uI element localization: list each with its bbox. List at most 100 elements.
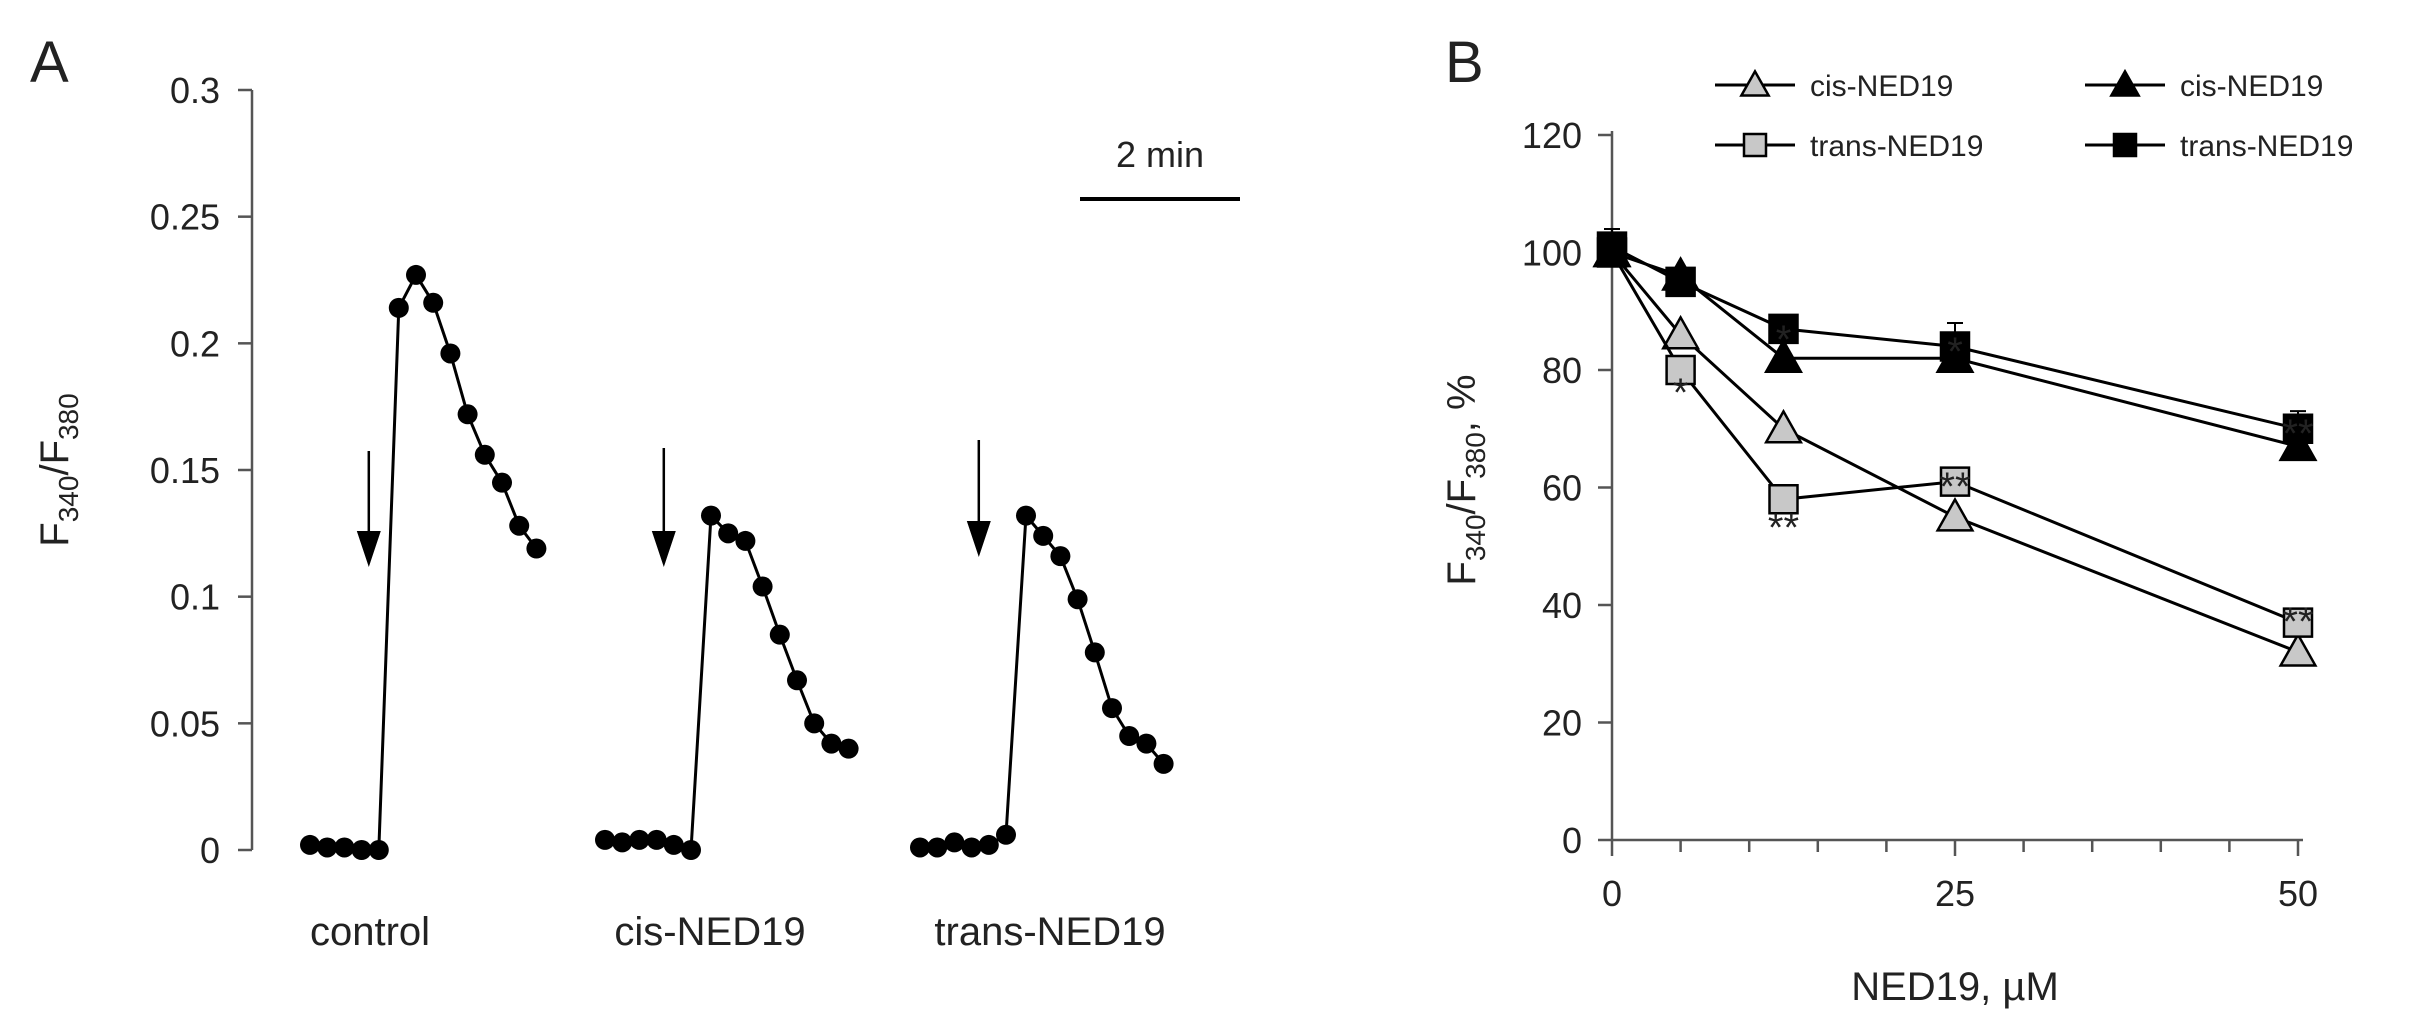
marker-triangle — [1935, 496, 1975, 532]
marker-triangle — [1739, 68, 1771, 97]
data-point — [629, 829, 650, 850]
panel-b-label: B — [1445, 30, 1484, 95]
panel-a-series — [300, 264, 1174, 860]
marker-square — [1939, 331, 1971, 362]
series-cis-NED19-open — [1592, 232, 2318, 667]
data-point — [595, 829, 615, 850]
x-tick-label: 50 — [2278, 873, 2318, 914]
data-point — [910, 837, 930, 858]
data-point — [1016, 505, 1036, 526]
series-trans-NED19-filled — [1596, 228, 2314, 444]
trace-line — [604, 512, 850, 852]
significance-mark: * — [1673, 371, 1689, 415]
legend-entry-cis-NED19-open: cis-NED19 — [1715, 68, 1953, 103]
y-tick-label: 120 — [1522, 115, 1582, 156]
data-point — [961, 837, 982, 858]
data-point — [1102, 698, 1122, 719]
x-tick-label: 25 — [1935, 873, 1975, 914]
panel-a-label: A — [30, 30, 69, 95]
y-tick-label: 100 — [1522, 233, 1582, 274]
y-tick-label: 0.25 — [150, 197, 220, 238]
marker-triangle — [1661, 314, 1701, 350]
marker-square — [2282, 413, 2314, 444]
significance-mark: ** — [2282, 600, 2313, 644]
series-trans-NED19 — [910, 505, 1174, 858]
y-tick-label: 0.15 — [150, 450, 220, 491]
marker-square — [1939, 466, 1971, 497]
series-line — [1610, 251, 2299, 625]
data-point — [334, 837, 355, 858]
y-tick-label: 0 — [200, 830, 220, 871]
y-tick-label: 20 — [1542, 703, 1582, 744]
legend-entry-trans-NED19-open: trans-NED19 — [1715, 130, 1983, 163]
data-point — [612, 832, 633, 853]
legend-label: cis-NED19 — [2180, 70, 2323, 103]
data-point — [804, 713, 825, 734]
y-tick-label: 0.05 — [150, 703, 220, 744]
data-point — [474, 444, 495, 465]
data-point — [701, 505, 721, 526]
panel-a-y-axis-label: F340/F380 — [33, 393, 84, 546]
panel-a-y-tick-labels: 0 0.05 0.1 0.15 0.2 0.25 0.3 — [150, 70, 220, 871]
significance-mark: ** — [1768, 506, 1799, 550]
significance-mark: ** — [2282, 412, 2313, 456]
x-tick-label: 0 — [1602, 873, 1622, 914]
scale-bar-label: 2 min — [1116, 134, 1204, 175]
marker-square — [1596, 231, 1628, 262]
marker-triangle — [2109, 68, 2141, 97]
y-tick-label: 0.1 — [170, 577, 220, 618]
panel-b-x-axis-label: NED19, µM — [1851, 965, 2059, 1009]
series-control — [300, 264, 547, 860]
series-cis-NED19 — [595, 505, 859, 860]
data-point — [492, 472, 512, 493]
legend-label: trans-NED19 — [2180, 130, 2353, 163]
data-point — [821, 733, 842, 754]
data-point — [944, 832, 965, 853]
data-point — [368, 840, 389, 860]
data-point — [752, 576, 773, 597]
marker-triangle — [2278, 632, 2318, 667]
y-tick-label: 80 — [1542, 350, 1582, 391]
panel-b: 0 20 40 60 80 100 120 0 25 50 F340/F380, % NED19… — [1440, 68, 2353, 1009]
category-label-control: control — [310, 910, 430, 954]
marker-square — [1768, 484, 1799, 515]
panel-b-y-tick-labels: 0 20 40 60 80 100 120 — [1522, 115, 1582, 861]
marker-square — [2112, 132, 2138, 158]
legend-entry-cis-NED19-filled: cis-NED19 — [2085, 68, 2323, 103]
data-point — [996, 824, 1016, 845]
data-point — [351, 840, 372, 860]
data-point — [1050, 546, 1071, 567]
data-point — [927, 837, 948, 858]
marker-square — [1768, 313, 1799, 345]
stimulus-arrowhead — [966, 521, 991, 557]
marker-triangle — [1764, 408, 1803, 444]
panel-b-series — [1592, 228, 2318, 667]
data-point — [509, 515, 530, 536]
data-point — [681, 840, 701, 860]
data-point — [1119, 726, 1140, 746]
data-point — [526, 538, 547, 559]
legend: cis-NED19 trans-NED19 cis-NED19 trans-NED19 — [1715, 68, 2353, 163]
data-point — [978, 834, 999, 855]
panel-a: 0 0.05 0.1 0.15 0.2 0.25 0.3 F340/F380 2 min c… — [33, 70, 1240, 954]
data-point — [838, 738, 859, 759]
significance-mark: * — [1947, 330, 1963, 374]
data-point — [388, 297, 409, 318]
category-label-cis-NED19: cis-NED19 — [614, 910, 805, 954]
data-point — [1084, 642, 1105, 663]
panel-a-category-labels: control cis-NED19 trans-NED19 — [310, 910, 1166, 954]
significance-mark: ** — [1939, 465, 1970, 509]
data-point — [1136, 733, 1157, 754]
marker-square — [1665, 266, 1696, 298]
legend-label: trans-NED19 — [1810, 130, 1983, 163]
panel-b-x-tick-labels: 0 25 50 — [1602, 873, 2318, 914]
data-point — [787, 670, 807, 691]
marker-square — [2282, 607, 2314, 638]
significance-annotations: * ********** — [1673, 318, 2314, 644]
marker-square — [1742, 132, 1768, 158]
data-point — [735, 530, 756, 551]
stimulus-arrows — [356, 440, 991, 567]
y-tick-label: 40 — [1542, 585, 1582, 626]
data-point — [769, 624, 790, 645]
